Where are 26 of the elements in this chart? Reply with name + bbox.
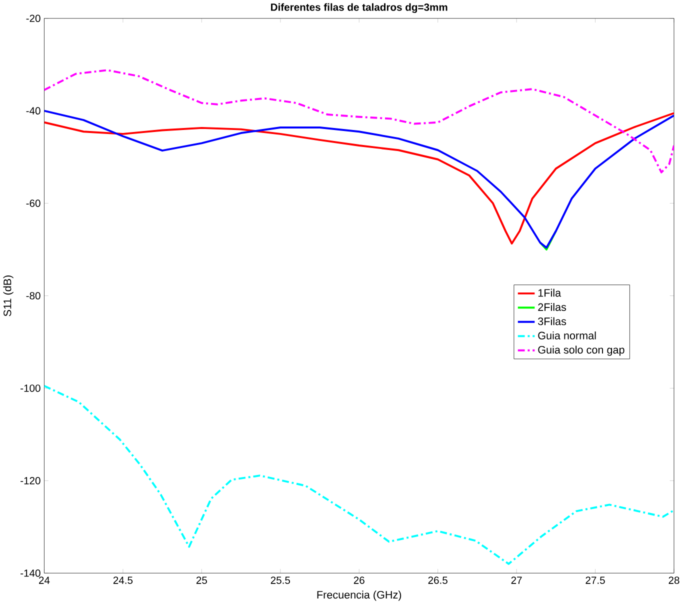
x-axis-title: Frecuencia (GHz) bbox=[317, 590, 402, 601]
legend-label: 2Filas bbox=[538, 303, 566, 311]
x-tick-label: 24.5 bbox=[113, 576, 133, 584]
y-tick-label: -140 bbox=[20, 569, 40, 577]
x-tick-label: 25 bbox=[196, 576, 207, 584]
y-tick-label: -100 bbox=[20, 384, 40, 392]
y-tick-label: -80 bbox=[26, 292, 40, 300]
x-tick-label: 26.5 bbox=[428, 576, 448, 584]
y-tick-label: -120 bbox=[20, 477, 40, 484]
line-series bbox=[44, 384, 674, 565]
legend-label: 3Filas bbox=[538, 317, 566, 326]
y-tick-label: -40 bbox=[26, 107, 40, 114]
chart-title: Diferentes filas de taladros dg=3mm bbox=[271, 3, 448, 13]
x-tick-label: 26 bbox=[354, 576, 364, 584]
x-tick-label: 27.5 bbox=[586, 576, 605, 584]
y-axis-title: S11 (dB) bbox=[3, 276, 14, 316]
line-series bbox=[44, 69, 674, 174]
y-tick-label: -60 bbox=[26, 200, 40, 207]
legend-label: Guia solo con gap bbox=[538, 346, 624, 356]
x-tick-label: 27 bbox=[511, 576, 522, 584]
x-tick-label: 25.5 bbox=[270, 576, 290, 584]
x-tick-label: 28 bbox=[668, 576, 680, 584]
legend-label: 1Fila bbox=[538, 288, 562, 297]
legend-label: Guia normal bbox=[538, 331, 596, 340]
x-tick-label: 24 bbox=[39, 576, 50, 584]
y-tick-label: -20 bbox=[26, 14, 40, 22]
